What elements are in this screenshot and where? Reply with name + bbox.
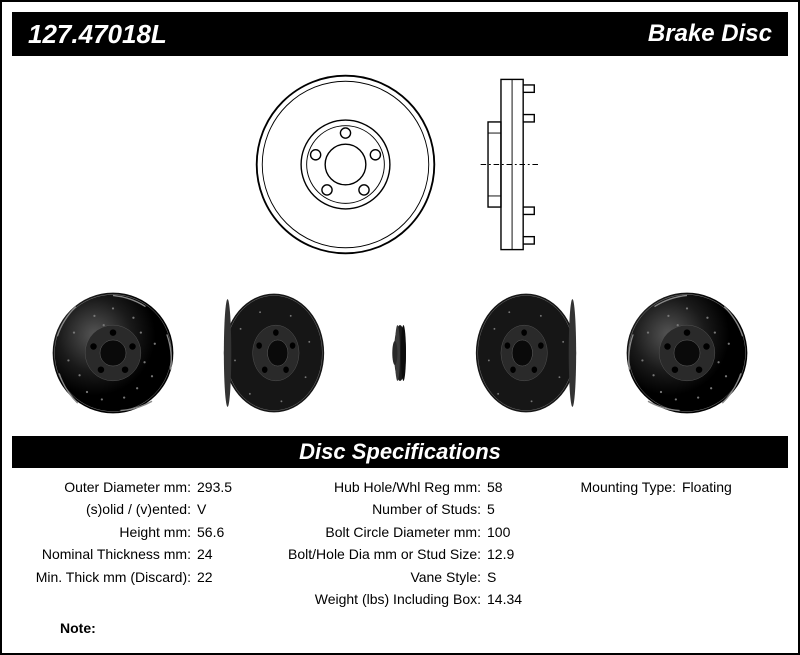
header-bar: 127.47018L Brake Disc [12, 12, 788, 56]
spec-label: Mounting Type: [562, 476, 682, 498]
note-row: Note: [2, 614, 798, 642]
product-type: Brake Disc [648, 20, 772, 48]
spec-row: Weight (lbs) Including Box:14.34 [272, 588, 562, 610]
spec-label: Weight (lbs) Including Box: [272, 588, 487, 610]
spec-row: Number of Studs:5 [272, 498, 562, 520]
spec-label: Hub Hole/Whl Reg mm: [272, 476, 487, 498]
rotor-photo-edge [370, 288, 430, 418]
spec-value: 12.9 [487, 543, 514, 565]
spec-row: Bolt/Hole Dia mm or Stud Size:12.9 [272, 543, 562, 565]
spec-value: 5 [487, 498, 495, 520]
spec-value: 14.34 [487, 588, 522, 610]
spec-row: Vane Style:S [272, 566, 562, 588]
spec-row: Hub Hole/Whl Reg mm:58 [272, 476, 562, 498]
spec-value: 22 [197, 566, 213, 588]
spec-column-2: Hub Hole/Whl Reg mm:58 Number of Studs:5… [272, 476, 562, 610]
spec-label: Bolt/Hole Dia mm or Stud Size: [272, 543, 487, 565]
spec-row: Bolt Circle Diameter mm:100 [272, 521, 562, 543]
spec-label: Outer Diameter mm: [22, 476, 197, 498]
spec-label: Nominal Thickness mm: [22, 543, 197, 565]
rotor-photo-front-2 [622, 288, 752, 418]
spec-value: S [487, 566, 496, 588]
spec-value: Floating [682, 476, 732, 498]
spec-column-1: Outer Diameter mm:293.5 (s)olid / (v)ent… [22, 476, 272, 610]
spec-value: 100 [487, 521, 510, 543]
spec-label: Number of Studs: [272, 498, 487, 520]
note-label: Note: [60, 620, 96, 636]
spec-row: Height mm:56.6 [22, 521, 272, 543]
spec-label: Vane Style: [272, 566, 487, 588]
spec-value: 58 [487, 476, 503, 498]
rotor-side-diagram [478, 72, 548, 257]
spec-label: Height mm: [22, 521, 197, 543]
spec-row: Mounting Type:Floating [562, 476, 782, 498]
spec-label: Bolt Circle Diameter mm: [272, 521, 487, 543]
spec-label: Min. Thick mm (Discard): [22, 566, 197, 588]
spec-value: V [197, 498, 206, 520]
part-number: 127.47018L [28, 19, 167, 50]
spec-table: Outer Diameter mm:293.5 (s)olid / (v)ent… [2, 468, 798, 614]
spec-band-title: Disc Specifications [12, 436, 788, 468]
rotor-photo-angled-2 [461, 288, 591, 418]
rotor-photo-front-1 [48, 288, 178, 418]
spec-row: (s)olid / (v)ented:V [22, 498, 272, 520]
spec-value: 24 [197, 543, 213, 565]
product-photo-row [2, 266, 798, 436]
spec-label: (s)olid / (v)ented: [22, 498, 197, 520]
rotor-front-diagram [253, 72, 438, 257]
spec-row: Min. Thick mm (Discard):22 [22, 566, 272, 588]
rotor-photo-angled-1 [209, 288, 339, 418]
spec-value: 56.6 [197, 521, 224, 543]
technical-diagram-row [2, 56, 798, 266]
spec-row: Nominal Thickness mm:24 [22, 543, 272, 565]
spec-value: 293.5 [197, 476, 232, 498]
spec-column-3: Mounting Type:Floating [562, 476, 782, 610]
spec-row: Outer Diameter mm:293.5 [22, 476, 272, 498]
